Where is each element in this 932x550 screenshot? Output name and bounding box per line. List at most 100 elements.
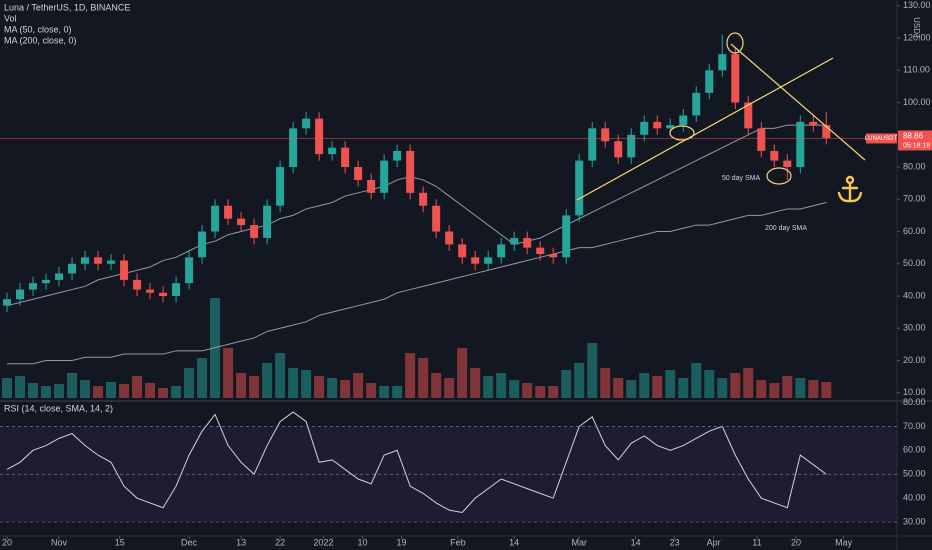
annotation: 200 day SMA	[765, 225, 807, 232]
candle-body	[679, 115, 688, 126]
candle-body	[94, 257, 103, 264]
volume-bar	[652, 376, 663, 398]
candle-body	[185, 257, 194, 284]
candle-body	[809, 121, 818, 126]
volume-bar	[15, 376, 26, 398]
volume-bar	[379, 386, 390, 398]
candle-body	[562, 215, 571, 258]
candle-body	[757, 128, 766, 151]
candle-body	[315, 118, 324, 155]
candle-body	[718, 54, 727, 71]
candle-body	[536, 247, 545, 255]
candle-body	[692, 92, 701, 116]
trend-line	[730, 43, 866, 161]
x-tick-label: Mar	[571, 537, 587, 547]
candle-body	[367, 179, 376, 193]
volume-bar	[67, 373, 78, 398]
volume-bar	[457, 348, 468, 398]
annotation: 50 day SMA	[722, 175, 760, 182]
y-tick-label: 30.00	[903, 323, 926, 333]
volume-bar	[613, 378, 624, 398]
volume-bar	[405, 353, 416, 398]
volume-bar	[41, 386, 52, 398]
candle-body	[120, 260, 129, 280]
candle-body	[328, 147, 337, 155]
candle-body	[653, 121, 662, 129]
x-tick-label: 20	[791, 537, 801, 547]
y-tick-label: 40.00	[903, 290, 926, 300]
x-tick-label: 11	[752, 537, 761, 547]
candle-body	[289, 128, 298, 168]
volume-bar	[704, 370, 715, 398]
candle-body	[406, 150, 415, 193]
candle-body	[341, 147, 350, 168]
volume-bar	[340, 380, 351, 398]
volume-bar	[392, 386, 403, 398]
volume-bar	[795, 378, 806, 398]
volume-bar	[119, 384, 130, 398]
rsi-band	[0, 426, 897, 523]
rsi-tick-label: 70.00	[903, 421, 926, 431]
y-tick-label: 50.00	[903, 258, 926, 268]
x-tick-label: Dec	[181, 537, 198, 547]
x-tick-label: 15	[115, 537, 125, 547]
candle-body	[250, 225, 259, 238]
candle-body	[263, 205, 272, 238]
x-tick-label: May	[835, 537, 853, 547]
candle-body	[16, 289, 25, 300]
candle-body	[198, 231, 207, 258]
candle-body	[796, 121, 805, 168]
volume-bar	[535, 386, 546, 398]
candle-body	[302, 118, 311, 129]
rsi-title: RSI (14, close, SMA, 14, 2)	[4, 403, 113, 413]
highlight-circle	[726, 32, 744, 54]
x-tick-label: 20	[2, 537, 12, 547]
candle-body	[3, 299, 11, 306]
x-tick-label: 19	[396, 537, 406, 547]
indicator-label: Vol	[4, 13, 17, 23]
candle-body	[237, 218, 246, 226]
indicator-label: MA (200, close, 0)	[4, 35, 77, 45]
candle-body	[432, 205, 441, 232]
indicator-label: MA (50, close, 0)	[4, 24, 72, 34]
x-tick-label: 13	[236, 537, 246, 547]
y-tick-label: 20.00	[903, 355, 926, 365]
candle-body	[510, 237, 519, 245]
candle-body	[276, 167, 285, 206]
candle-body	[614, 141, 623, 158]
y-tick-label: 120.00	[903, 32, 931, 42]
volume-bar	[808, 380, 819, 398]
volume-bar	[769, 383, 780, 398]
volume-bar	[236, 373, 247, 398]
price-tag: 88.86	[903, 132, 924, 141]
x-tick-label: 14	[509, 537, 519, 547]
volume-bar	[470, 368, 481, 398]
volume-bar	[171, 386, 182, 398]
x-tick-label: 10	[357, 537, 367, 547]
volume-bar	[327, 378, 338, 398]
volume-bar	[366, 383, 377, 398]
candle-body	[471, 257, 480, 264]
symbol-tag: LUNAUSDT	[865, 136, 898, 142]
countdown: 05:18:18	[903, 142, 930, 149]
price-tag-bg	[898, 130, 932, 151]
candle-body	[81, 257, 90, 264]
volume-bar	[639, 373, 650, 398]
highlight-circle	[669, 125, 695, 141]
candle-body	[107, 260, 116, 264]
candle-body	[575, 160, 584, 216]
volume-bar	[483, 376, 494, 398]
volume-bar	[782, 376, 793, 398]
rsi-tick-label: 40.00	[903, 493, 926, 503]
volume-bar	[509, 380, 520, 398]
volume-bar	[431, 373, 442, 398]
candle-body	[393, 150, 402, 161]
volume-bar	[717, 378, 728, 398]
volume-bar	[223, 348, 234, 398]
volume-bar	[80, 380, 91, 398]
volume-bar	[197, 358, 208, 398]
volume-bar	[93, 386, 104, 398]
x-tick-label: Nov	[51, 537, 68, 547]
